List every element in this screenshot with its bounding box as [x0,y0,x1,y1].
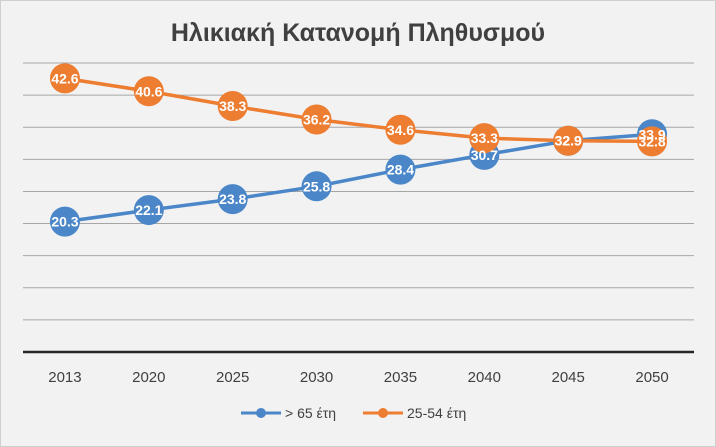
legend-marker [256,408,266,418]
legend-marker [378,408,388,418]
series-lines: 20.3 22.1 23.8 25.8 28.4 30.7 32.9 33.9 42.6 40.6… [49,63,668,237]
legend-entry: 25-54 έτη [363,405,466,421]
x-tick-label: 2050 [635,369,668,386]
data-point [301,104,332,135]
x-tick-label: 2030 [300,369,333,386]
data-point [133,195,164,226]
data-label: 30.7 [471,147,498,163]
data-point [133,76,164,107]
x-tick-label: 2025 [216,369,249,386]
data-label: 33.9 [638,126,665,142]
data-point [49,63,80,94]
data-point [637,126,668,157]
data-label: 40.6 [135,83,162,99]
data-label: 42.6 [51,70,78,86]
data-point [301,171,332,202]
data-label: 20.3 [51,214,78,230]
legend-entry: > 65 έτη [241,405,336,421]
x-tick-label: 2045 [552,369,585,386]
data-label: 34.6 [387,122,414,138]
data-point [385,114,416,145]
x-tick-label: 2040 [468,369,501,386]
data-label: 36.2 [303,112,330,128]
gridlines [23,62,694,321]
data-point [217,184,248,215]
data-label: 38.3 [219,98,246,114]
chart-title: Ηλικιακή Κατανομή Πληθυσμού [170,19,546,47]
x-axis: 2013 2020 2025 2030 2035 2040 2045 2050 [23,350,694,386]
data-point [49,206,80,237]
data-label: 28.4 [387,162,414,178]
data-label: 32.9 [555,133,582,149]
data-point [385,154,416,185]
x-tick-label: 2013 [48,369,81,386]
data-label: 22.1 [135,202,162,218]
legend-label: > 65 έτη [285,405,336,421]
x-tick-label: 2020 [132,369,165,386]
legend-label: 25-54 έτη [407,405,466,421]
data-label: 32.8 [638,133,665,149]
data-point [217,91,248,122]
legend: > 65 έτη 25-54 έτη [241,405,466,421]
data-point [469,123,500,154]
data-label: 33.3 [471,130,498,146]
data-label: 32.9 [555,133,582,149]
x-tick-label: 2035 [384,369,417,386]
data-label: 23.8 [219,191,246,207]
data-label: 25.8 [303,178,330,194]
data-point [553,125,584,156]
